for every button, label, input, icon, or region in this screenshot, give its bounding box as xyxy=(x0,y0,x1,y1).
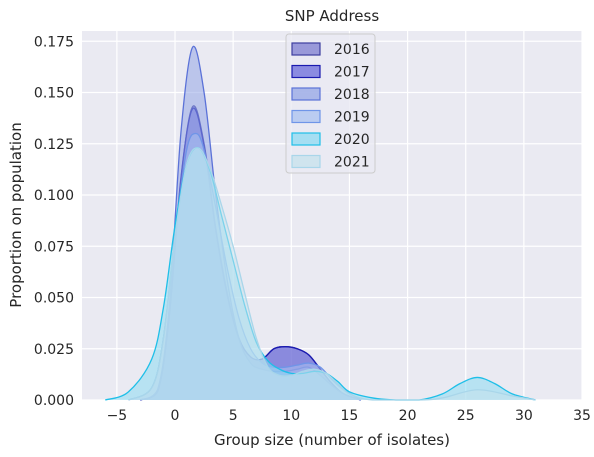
legend-swatch-2018 xyxy=(291,87,321,101)
legend-label-2019: 2019 xyxy=(334,110,370,126)
legend-swatch-2021 xyxy=(291,154,321,169)
y-tick-label: 0.000 xyxy=(34,393,74,409)
x-tick-label: 20 xyxy=(399,408,417,424)
x-tick-label: 25 xyxy=(457,408,475,424)
series-layer xyxy=(105,45,536,401)
legend-label-2020: 2020 xyxy=(334,132,370,148)
x-tick-label: 35 xyxy=(573,408,591,424)
series-2021-line xyxy=(128,147,536,401)
x-tick-label: 0 xyxy=(171,408,180,424)
series-2020-line xyxy=(105,147,536,401)
chart-title: SNP Address xyxy=(285,7,379,25)
y-tick-label: 0.075 xyxy=(34,239,74,255)
y-tick-labels: 0.000 0.025 0.050 0.075 0.100 0.125 0.150 0.175 xyxy=(34,34,74,409)
legend-label-2021: 2021 xyxy=(334,155,370,171)
y-tick-label: 0.175 xyxy=(34,34,74,50)
y-tick-label: 0.025 xyxy=(34,342,74,358)
x-tick-label: 30 xyxy=(515,408,533,424)
x-tick-label: 15 xyxy=(341,408,359,424)
legend-swatch-2017 xyxy=(291,64,321,79)
x-tick-label: 10 xyxy=(282,408,300,424)
x-axis-label: Group size (number of isolates) xyxy=(214,431,450,449)
x-tick-label: −5 xyxy=(107,408,128,424)
y-axis-label: Proportion on population xyxy=(7,122,25,307)
legend: 2016 2017 2018 2019 2020 2021 xyxy=(285,33,376,174)
series-2021-area xyxy=(128,147,536,400)
x-tick-labels: −5 0 5 10 15 20 25 30 35 xyxy=(107,408,591,424)
legend-label-2017: 2017 xyxy=(334,65,370,81)
y-tick-label: 0.050 xyxy=(34,291,74,307)
y-tick-label: 0.100 xyxy=(34,188,74,204)
legend-label-2018: 2018 xyxy=(334,87,370,103)
y-tick-label: 0.125 xyxy=(34,137,74,153)
x-tick-label: 5 xyxy=(229,408,238,424)
legend-swatch-2016 xyxy=(291,42,321,56)
legend-swatch-2020 xyxy=(291,132,321,146)
legend-label-2016: 2016 xyxy=(334,42,370,58)
y-tick-label: 0.150 xyxy=(34,86,74,102)
legend-swatch-2019 xyxy=(291,109,321,124)
